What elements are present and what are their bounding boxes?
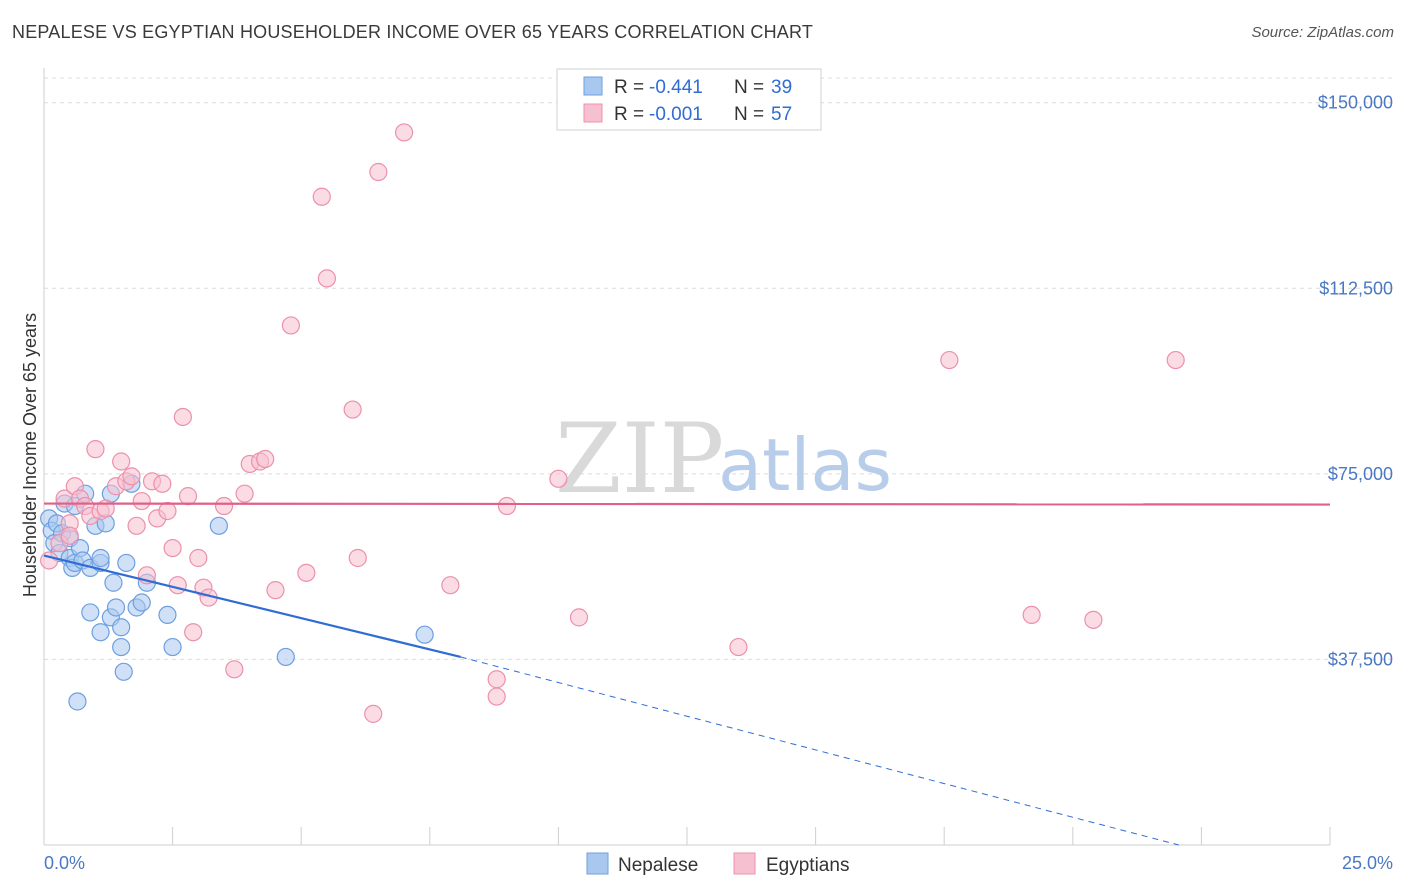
egyptian-point <box>60 526 79 545</box>
legend-nepalese-label: Nepalese <box>618 855 698 876</box>
source-label: Source: ZipAtlas.com <box>1251 24 1394 41</box>
egyptian-point <box>297 563 316 582</box>
egyptian-point <box>40 551 59 570</box>
egyptian-n-label: N = <box>734 104 764 125</box>
nepalese-trend-extension <box>460 656 1179 846</box>
egyptian-point <box>225 660 244 679</box>
nepalese-n-label: N = <box>734 77 764 98</box>
y-axis-label: Householder Income Over 65 years <box>20 313 40 597</box>
egyptian-r-value: -0.001 <box>649 104 703 125</box>
x-tick-label-min: 0.0% <box>44 853 85 873</box>
nepalese-point <box>117 553 136 573</box>
egyptian-point <box>549 469 568 488</box>
trend-lines <box>43 502 1331 846</box>
nepalese-r-value: -0.441 <box>649 77 703 98</box>
y-tick-label: $112,500 <box>1319 278 1393 298</box>
nepalese-trend-line <box>43 554 461 659</box>
nepalese-point <box>81 603 100 622</box>
nepalese-point <box>132 593 151 612</box>
egyptian-point <box>1166 350 1185 370</box>
egyptian-n-value: 57 <box>771 104 792 125</box>
nepalese-point <box>104 573 123 592</box>
nepalese-point <box>112 618 131 637</box>
chart-title: NEPALESE VS EGYPTIAN HOUSEHOLDER INCOME … <box>12 22 814 42</box>
egyptian-trend-line <box>43 502 1331 506</box>
x-tick-label-max: 25.0% <box>1342 853 1393 873</box>
nepalese-point <box>91 623 110 642</box>
nepalese-point <box>158 605 177 625</box>
y-tick-label: $37,500 <box>1328 649 1393 669</box>
egyptian-point <box>364 704 383 723</box>
egyptian-point <box>189 548 208 568</box>
nepalese-swatch <box>583 76 603 96</box>
egyptian-point <box>1084 610 1103 629</box>
egyptian-point <box>173 407 192 427</box>
nepalese-point <box>114 662 133 681</box>
stats-legend: R = -0.441 N = 39 R = -0.001 N = 57 <box>556 68 822 131</box>
egyptian-point <box>1022 605 1041 625</box>
egyptian-point <box>317 269 337 288</box>
series-legend: Nepalese Egyptians <box>586 852 849 876</box>
egyptian-point <box>112 452 131 471</box>
egyptian-point <box>312 187 331 206</box>
egyptian-swatch <box>583 103 603 123</box>
egyptian-point <box>127 516 146 535</box>
y-tick-label: $75,000 <box>1328 464 1393 484</box>
egyptian-point <box>940 350 959 370</box>
grid-lines <box>44 77 1392 660</box>
egyptian-point <box>153 474 172 493</box>
egyptian-point <box>158 501 177 521</box>
egyptian-point <box>369 162 388 182</box>
egyptian-point <box>569 608 589 627</box>
axes <box>43 68 1331 846</box>
egyptian-point <box>729 637 748 657</box>
watermark: ZIP atlas <box>555 403 892 515</box>
egyptian-point <box>235 484 254 503</box>
legend-egyptian-label: Egyptians <box>766 855 849 876</box>
egyptian-point <box>168 576 187 595</box>
nepalese-point <box>209 516 228 535</box>
egyptian-point <box>281 316 301 335</box>
nepalese-point <box>112 637 131 657</box>
egyptian-point <box>266 581 285 600</box>
nepalese-r-label: R = <box>614 77 644 98</box>
egyptian-point <box>348 548 367 568</box>
egyptian-point <box>394 123 414 142</box>
egyptian-point <box>343 400 362 419</box>
watermark-atlas: atlas <box>718 423 892 507</box>
y-tick-labels: $37,500 $75,000 $112,500 $150,000 <box>1318 93 1393 670</box>
y-tick-label: $150,000 <box>1318 93 1393 113</box>
egyptian-point <box>487 670 506 689</box>
egyptian-point <box>122 467 141 486</box>
egyptian-point <box>256 449 275 469</box>
egyptian-point <box>86 440 105 459</box>
nepalese-point <box>415 625 434 644</box>
egyptian-point <box>487 687 506 706</box>
egyptian-r-label: R = <box>614 104 644 125</box>
nepalese-point <box>68 692 87 711</box>
legend-egyptian-swatch <box>733 852 756 875</box>
nepalese-n-value: 39 <box>771 77 792 98</box>
egyptian-point <box>441 576 460 595</box>
egyptian-point <box>214 496 234 516</box>
watermark-zip: ZIP <box>555 403 724 515</box>
egyptian-point <box>184 623 203 642</box>
nepalese-point <box>276 647 295 667</box>
egyptian-point <box>178 487 198 506</box>
egyptian-point <box>497 496 517 516</box>
egyptian-point <box>132 491 151 511</box>
egyptian-point <box>163 538 182 558</box>
nepalese-point <box>91 548 110 568</box>
nepalese-point <box>106 598 126 617</box>
nepalese-point <box>163 637 182 657</box>
legend-nepalese-swatch <box>586 852 609 875</box>
